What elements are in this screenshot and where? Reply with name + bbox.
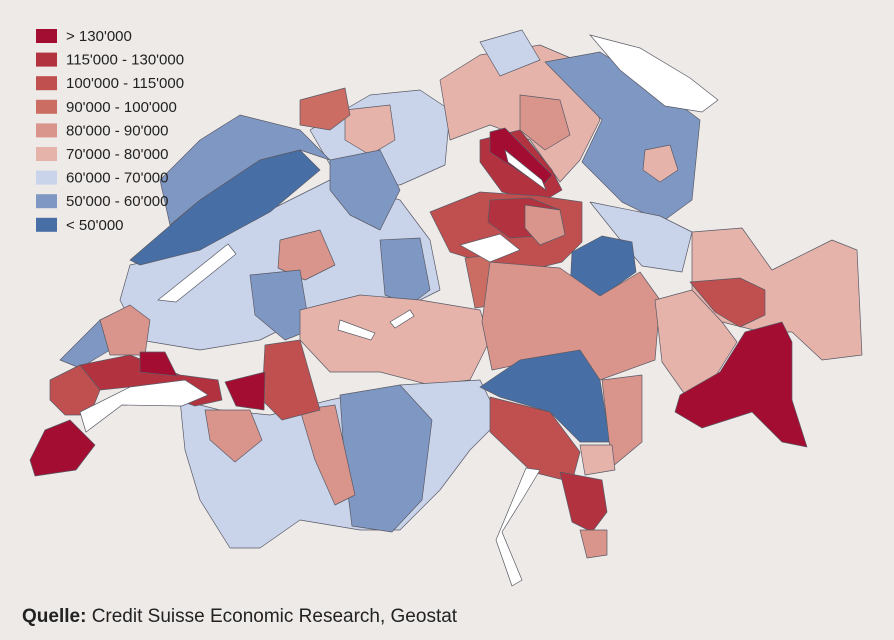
lake bbox=[589, 34, 719, 113]
legend-label: 60'000 - 70'000 bbox=[66, 170, 168, 187]
region bbox=[379, 237, 431, 306]
region bbox=[479, 29, 541, 77]
legend-swatch bbox=[36, 29, 57, 43]
region bbox=[524, 204, 566, 246]
legend-label: 50'000 - 60'000 bbox=[66, 193, 168, 210]
region bbox=[277, 229, 336, 281]
lake bbox=[157, 243, 237, 303]
legend-swatch bbox=[36, 99, 57, 114]
region bbox=[139, 351, 178, 377]
map: > 130'000 115'000 - 130'000 100'000 - 115'… bbox=[29, 28, 863, 587]
legend-swatch bbox=[36, 123, 57, 138]
region bbox=[29, 419, 96, 477]
region bbox=[601, 374, 643, 468]
lake bbox=[79, 379, 209, 433]
region bbox=[299, 404, 356, 506]
legend-swatch bbox=[36, 170, 57, 185]
lake bbox=[459, 233, 521, 263]
lake bbox=[389, 309, 415, 329]
region bbox=[642, 144, 679, 183]
source-text: Credit Suisse Economic Research, Geostat bbox=[91, 606, 458, 627]
source: Quelle: Credit Suisse Economic Research,… bbox=[22, 606, 457, 628]
legend-label: 115'000 - 130'000 bbox=[66, 52, 184, 69]
lake bbox=[504, 149, 547, 192]
region bbox=[249, 269, 311, 341]
region bbox=[344, 104, 396, 156]
region bbox=[99, 304, 151, 356]
region bbox=[689, 277, 766, 328]
region bbox=[579, 444, 616, 476]
lake bbox=[495, 467, 541, 587]
region bbox=[299, 294, 491, 386]
region bbox=[559, 471, 608, 533]
legend-label: > 130'000 bbox=[66, 28, 132, 45]
region bbox=[481, 261, 661, 381]
region bbox=[299, 87, 351, 131]
source-label: Quelle: bbox=[22, 606, 87, 627]
legend-swatch bbox=[36, 52, 57, 67]
legend-label: 100'000 - 115'000 bbox=[66, 75, 184, 92]
legend-swatch bbox=[36, 217, 57, 232]
region bbox=[654, 289, 738, 397]
legend-label: < 50'000 bbox=[66, 217, 124, 234]
legend-label: 70'000 - 80'000 bbox=[66, 146, 168, 163]
region bbox=[674, 321, 808, 448]
legend-label: 90'000 - 100'000 bbox=[66, 99, 177, 116]
region bbox=[204, 409, 263, 463]
lake bbox=[337, 319, 376, 341]
legend-swatch bbox=[36, 194, 57, 209]
legend-swatch bbox=[36, 147, 57, 161]
region bbox=[329, 149, 401, 231]
region bbox=[579, 529, 608, 559]
region bbox=[224, 371, 266, 411]
cantons bbox=[29, 29, 863, 559]
region bbox=[519, 94, 571, 151]
lakes bbox=[79, 34, 719, 587]
region bbox=[129, 149, 321, 266]
legend-swatch bbox=[36, 76, 57, 91]
legend-label: 80'000 - 90'000 bbox=[66, 122, 168, 139]
legend: > 130'000 115'000 - 130'000 100'000 - 115'… bbox=[36, 28, 184, 234]
